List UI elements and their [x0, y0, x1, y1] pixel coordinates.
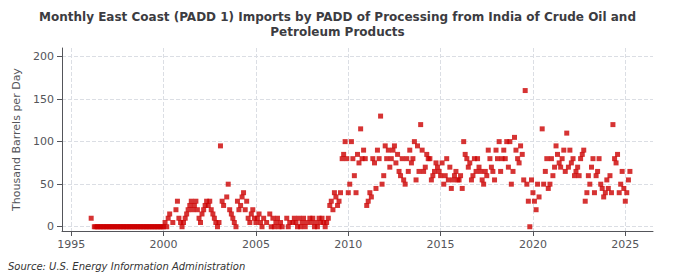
svg-text:2025: 2025: [611, 238, 639, 251]
svg-text:Petroleum Products: Petroleum Products: [270, 25, 404, 39]
svg-text:200: 200: [33, 50, 54, 63]
svg-text:1995: 1995: [57, 238, 85, 251]
svg-text:2020: 2020: [519, 238, 547, 251]
svg-text:0: 0: [47, 220, 54, 233]
svg-text:2005: 2005: [242, 238, 270, 251]
svg-text:Monthly East Coast (PADD 1) Im: Monthly East Coast (PADD 1) Imports by P…: [39, 10, 636, 24]
svg-text:2015: 2015: [427, 238, 455, 251]
svg-text:Source: U.S. Energy Informatio: Source: U.S. Energy Information Administ…: [8, 261, 245, 272]
svg-text:Thousand Barrels per Day: Thousand Barrels per Day: [10, 68, 23, 212]
svg-text:2000: 2000: [150, 238, 178, 251]
svg-text:150: 150: [33, 93, 54, 106]
svg-text:50: 50: [40, 178, 54, 191]
svg-text:100: 100: [33, 135, 54, 148]
svg-text:2010: 2010: [334, 238, 362, 251]
